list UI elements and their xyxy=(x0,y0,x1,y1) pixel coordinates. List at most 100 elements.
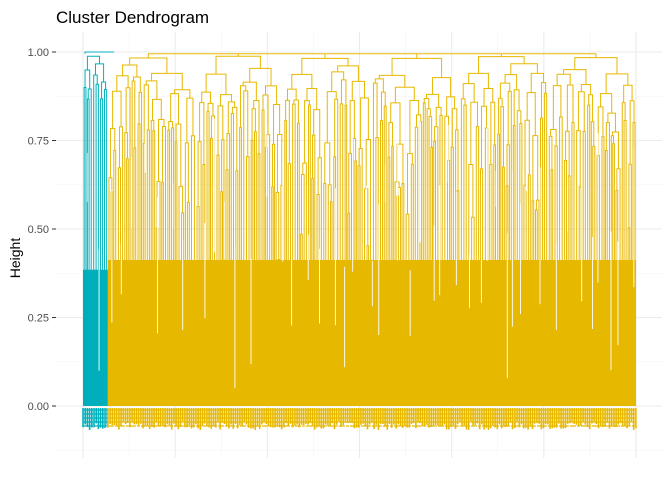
branch-merge xyxy=(422,102,426,154)
branch-merge xyxy=(201,91,212,104)
branch-merge xyxy=(507,90,512,157)
branch-merge xyxy=(439,114,443,124)
branch-merge xyxy=(450,146,454,181)
branch-merge xyxy=(352,138,357,193)
branch-merge xyxy=(349,100,355,154)
branch-merge xyxy=(523,184,527,214)
branch-merge xyxy=(171,127,175,183)
branch-merge xyxy=(132,76,141,93)
branch-merge xyxy=(410,163,414,222)
branch-merge xyxy=(152,130,156,189)
branch-merge xyxy=(512,124,516,166)
branch-merge xyxy=(240,85,247,128)
branch-merge xyxy=(554,145,558,208)
branch-merge xyxy=(285,99,290,164)
y-tick-label: 0.50 xyxy=(28,224,49,236)
branch-merge xyxy=(357,165,361,184)
branch-merge xyxy=(117,167,122,225)
leaf-labels xyxy=(107,408,637,430)
branch-merge xyxy=(493,144,497,160)
branch-merge xyxy=(300,173,305,235)
y-axis: 0.00 0.25 0.50 0.75 1.00 xyxy=(28,47,56,413)
branch-merge xyxy=(226,133,231,189)
cluster-root xyxy=(147,53,597,59)
branch-merge xyxy=(196,206,200,256)
branch-merge xyxy=(333,156,337,221)
branch-merge xyxy=(174,89,191,99)
branch-merge xyxy=(358,147,363,193)
branch-merge xyxy=(151,72,183,90)
branch-merge xyxy=(524,119,530,186)
branch-merge xyxy=(396,143,404,184)
branch-merge xyxy=(344,104,348,168)
branch-merge xyxy=(556,73,571,86)
branch-merge xyxy=(300,233,303,272)
branch-merge xyxy=(627,227,631,272)
branch-merge xyxy=(93,74,98,85)
branch-merge xyxy=(243,90,249,157)
branch-merge xyxy=(563,69,587,85)
branch-merge xyxy=(405,213,410,256)
branch-merge xyxy=(483,87,494,107)
branch-merge xyxy=(186,97,194,143)
branch-merge xyxy=(550,128,557,146)
branch-merge xyxy=(202,164,206,222)
cluster-gaps xyxy=(86,152,100,371)
branch-merge xyxy=(428,115,433,157)
branch-merge xyxy=(446,96,456,117)
branch-merge xyxy=(623,84,633,103)
branch-merge xyxy=(565,130,570,176)
branch-merge xyxy=(215,55,261,75)
branch-merge xyxy=(391,57,443,78)
branch-merge xyxy=(582,130,586,185)
branch-merge xyxy=(230,113,235,142)
branch-merge xyxy=(489,163,493,176)
branch-merge xyxy=(216,154,220,204)
cluster-branches xyxy=(83,55,108,406)
y-tick-label: 0.75 xyxy=(28,136,49,148)
branch-merge xyxy=(284,119,287,145)
branch-merge xyxy=(118,126,124,193)
branch-merge xyxy=(623,120,627,147)
branch-merge xyxy=(463,104,467,169)
branch-merge xyxy=(354,160,357,207)
chart-title: Cluster Dendrogram xyxy=(56,8,209,27)
branch-merge xyxy=(94,63,105,82)
branch-merge xyxy=(497,133,500,193)
branch-merge xyxy=(158,119,165,182)
branch-merge xyxy=(615,189,619,249)
branch-merge xyxy=(588,94,594,122)
branch-merge xyxy=(257,153,261,193)
branch-merge xyxy=(86,55,101,71)
branch-merge xyxy=(100,98,104,159)
branch-merge xyxy=(478,56,525,74)
branch-merge xyxy=(578,186,582,241)
y-tick-label: 0.25 xyxy=(28,313,49,325)
branch-merge xyxy=(206,110,210,126)
branch-merge xyxy=(83,87,87,100)
y-axis-label: Height xyxy=(7,238,23,279)
branch-merge xyxy=(600,93,613,114)
branch-merge xyxy=(544,92,548,137)
branch-merge xyxy=(430,146,433,206)
branch-merge xyxy=(293,99,299,124)
branch-merge xyxy=(191,135,195,174)
branch-merge xyxy=(432,77,452,97)
branch-merge xyxy=(372,82,378,138)
branch-merge xyxy=(435,106,442,127)
branch-merge xyxy=(490,101,496,165)
branch-merge xyxy=(133,147,137,180)
branch-merge xyxy=(167,129,171,167)
branch-merge xyxy=(610,135,615,163)
branch-merge xyxy=(433,140,436,204)
branch-merge xyxy=(217,105,224,156)
branch-merge xyxy=(242,81,257,101)
branch-merge xyxy=(162,125,167,183)
branch-merge xyxy=(277,259,281,272)
branch-merge xyxy=(271,143,276,187)
cluster-2 xyxy=(107,53,637,430)
cluster-branches xyxy=(108,53,636,406)
branch-merge xyxy=(348,152,353,214)
branch-merge xyxy=(527,174,531,228)
branch-merge xyxy=(143,84,149,144)
